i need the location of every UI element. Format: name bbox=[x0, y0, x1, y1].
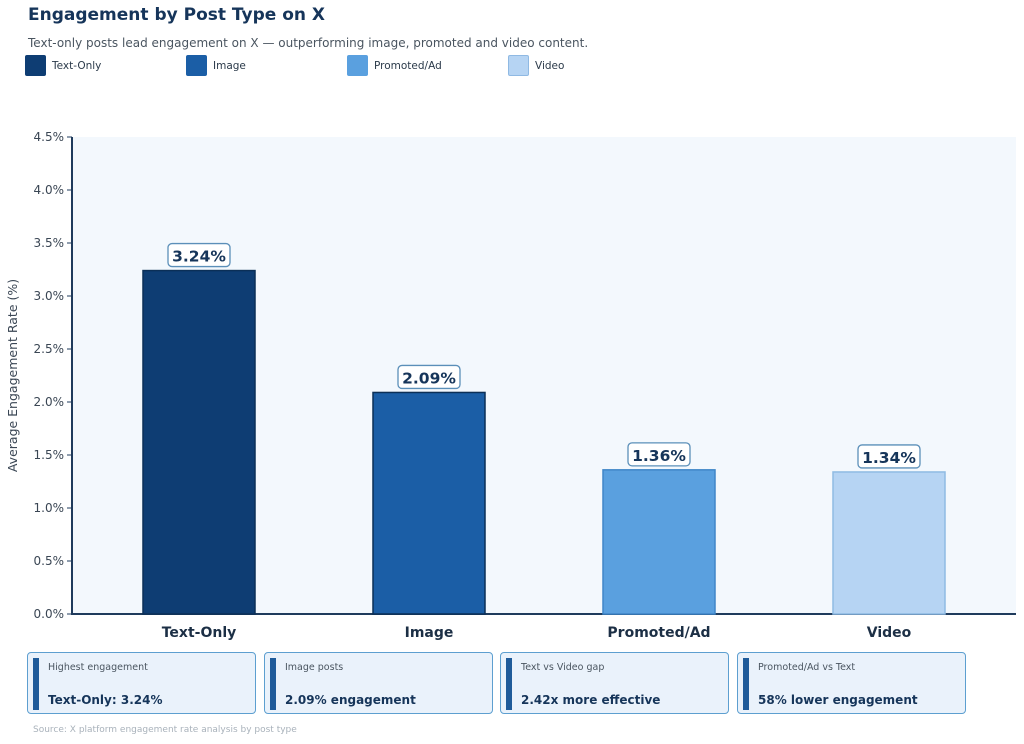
legend-swatch bbox=[186, 55, 207, 76]
y-tick-label: 1.0% bbox=[34, 501, 65, 515]
summary-card-image: Image posts 2.09% engagement bbox=[264, 652, 493, 714]
card-accent bbox=[506, 658, 512, 710]
x-tick-label: Text-Only bbox=[162, 625, 237, 641]
y-tick-label: 1.5% bbox=[34, 448, 65, 462]
bar bbox=[372, 391, 486, 615]
card-title: Promoted/Ad vs Text bbox=[758, 662, 856, 673]
bar bbox=[142, 269, 256, 615]
legend-swatch bbox=[347, 55, 368, 76]
legend-item-promoted-ad: Promoted/Ad bbox=[347, 55, 442, 76]
y-tick-label: 0.5% bbox=[34, 554, 65, 568]
y-tick-label: 4.5% bbox=[34, 130, 65, 144]
card-title: Highest engagement bbox=[48, 662, 148, 673]
card-value: 2.42x more effective bbox=[521, 693, 661, 707]
y-tick-label: 0.0% bbox=[34, 607, 65, 621]
data-label: 2.09% bbox=[402, 369, 456, 387]
data-label-box bbox=[397, 364, 461, 390]
legend-item-image: Image bbox=[186, 55, 246, 76]
source-note: Source: X platform engagement rate analy… bbox=[33, 725, 297, 735]
card-value: Text-Only: 3.24% bbox=[48, 693, 163, 707]
legend-label: Video bbox=[535, 59, 565, 72]
legend-item-video: Video bbox=[508, 55, 564, 76]
data-label-box bbox=[857, 444, 921, 469]
summary-card-promoted: Promoted/Ad vs Text 58% lower engagement bbox=[737, 652, 966, 714]
x-tick-label: Promoted/Ad bbox=[607, 625, 710, 641]
data-label: 3.24% bbox=[172, 248, 226, 266]
summary-card-gap: Text vs Video gap 2.42x more effective bbox=[500, 652, 729, 714]
card-accent bbox=[33, 658, 39, 710]
data-label-box bbox=[167, 242, 231, 268]
card-title: Text vs Video gap bbox=[521, 662, 605, 673]
data-label-box bbox=[627, 442, 691, 467]
x-tick-label: Video bbox=[867, 625, 912, 641]
y-tick-label: 2.5% bbox=[34, 342, 65, 356]
card-accent bbox=[743, 658, 749, 710]
card-title: Image posts bbox=[285, 662, 344, 673]
bar bbox=[832, 471, 946, 615]
y-tick-label: 3.0% bbox=[34, 289, 65, 303]
x-tick-label: Image bbox=[405, 625, 454, 641]
chart-title: Engagement by Post Type on X bbox=[28, 5, 326, 25]
legend-swatch bbox=[508, 55, 529, 76]
y-tick-label: 3.5% bbox=[34, 236, 65, 250]
chart-subtitle: Text-only posts lead engagement on X — o… bbox=[28, 36, 589, 50]
legend-swatch bbox=[25, 55, 46, 76]
legend-label: Promoted/Ad bbox=[374, 59, 442, 72]
data-label: 1.34% bbox=[862, 449, 916, 467]
data-label: 1.36% bbox=[632, 447, 686, 465]
bar-chart: 0.0% 0.5% 1.0% 1.5% 2.0% 2.5% 3.0% 3.5% 4.0% 4.5%… bbox=[5, 130, 1016, 641]
legend-label: Text-Only bbox=[52, 59, 102, 72]
y-tick-label: 2.0% bbox=[34, 395, 65, 409]
summary-card-highest: Highest engagement Text-Only: 3.24% bbox=[27, 652, 256, 714]
legend-item-text-only: Text-Only bbox=[25, 55, 101, 76]
card-value: 58% lower engagement bbox=[758, 693, 918, 707]
card-value: 2.09% engagement bbox=[285, 693, 416, 707]
card-accent bbox=[270, 658, 276, 710]
bar bbox=[602, 469, 716, 615]
legend-label: Image bbox=[213, 59, 246, 72]
y-axis-label: Average Engagement Rate (%) bbox=[5, 279, 20, 472]
y-tick-label: 4.0% bbox=[34, 183, 65, 197]
